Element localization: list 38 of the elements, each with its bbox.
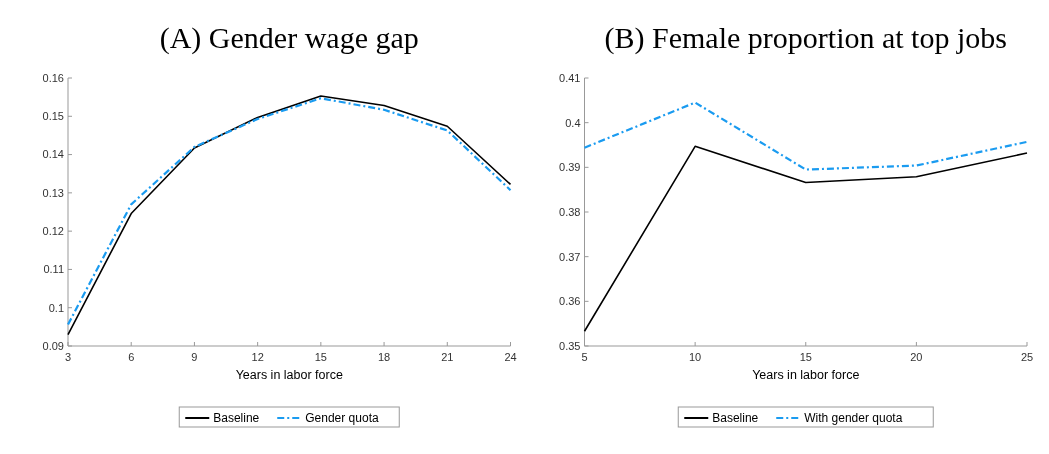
x-tick-label: 25 xyxy=(1020,351,1034,363)
legend-label: Baseline xyxy=(712,411,759,426)
y-tick-label: 0.4 xyxy=(565,116,581,129)
x-tick-label: 10 xyxy=(689,351,702,363)
x-tick-label: 15 xyxy=(314,351,327,363)
y-tick-label: 0.09 xyxy=(42,339,64,352)
x-tick-label: 24 xyxy=(504,351,517,363)
y-tick-label: 0.12 xyxy=(42,224,64,237)
x-tick-label: 18 xyxy=(377,351,391,363)
x-tick-label: 6 xyxy=(128,351,135,363)
x-tick-label: 12 xyxy=(251,351,264,363)
x-tick-label: 3 xyxy=(64,351,72,363)
x-axis-title: Years in labor force xyxy=(752,368,860,382)
y-tick-label: 0.13 xyxy=(42,186,64,199)
x-axis-title: Years in labor force xyxy=(235,368,343,382)
y-tick-label: 0.16 xyxy=(42,71,64,84)
x-tick-label: 9 xyxy=(191,351,198,363)
x-tick-label: 21 xyxy=(441,351,454,363)
x-tick-label: 15 xyxy=(799,351,812,363)
chart-title: (A) Gender wage gap xyxy=(159,21,419,55)
y-tick-label: 0.1 xyxy=(48,301,64,314)
y-tick-label: 0.36 xyxy=(559,295,581,308)
y-tick-label: 0.38 xyxy=(559,205,581,218)
legend-label: Baseline xyxy=(213,411,260,426)
x-tick-label: 5 xyxy=(581,351,588,363)
y-tick-label: 0.41 xyxy=(559,71,581,84)
legend-label: With gender quota xyxy=(804,411,903,426)
y-tick-label: 0.39 xyxy=(559,161,581,174)
legend-label: Gender quota xyxy=(305,411,379,426)
y-tick-label: 0.37 xyxy=(559,250,581,263)
y-tick-label: 0.14 xyxy=(42,148,64,161)
chart-title: (B) Female proportion at top jobs xyxy=(604,21,1007,55)
x-tick-label: 20 xyxy=(910,351,923,363)
y-tick-label: 0.11 xyxy=(43,263,64,276)
line-series xyxy=(583,101,1029,171)
y-tick-label: 0.15 xyxy=(42,110,64,123)
line-series xyxy=(583,145,1028,333)
y-tick-label: 0.35 xyxy=(559,339,581,352)
